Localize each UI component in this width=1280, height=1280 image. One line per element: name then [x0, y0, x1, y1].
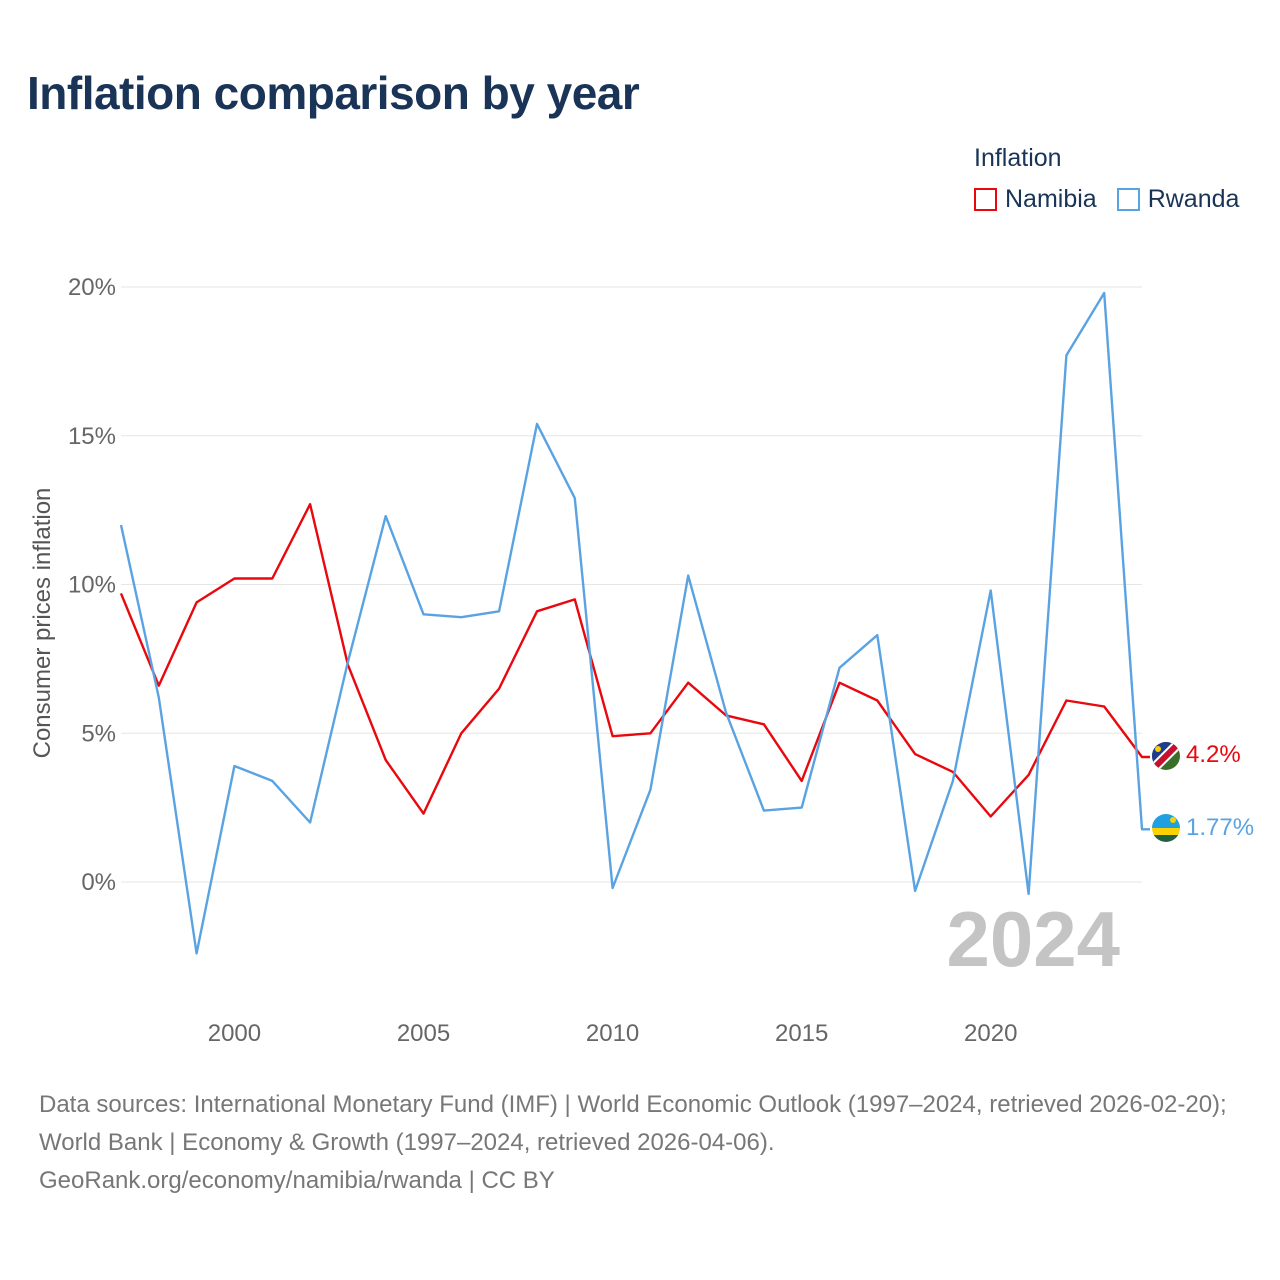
- x-tick-label: 2020: [964, 1020, 1017, 1047]
- namibia-flag-icon: [1152, 742, 1180, 770]
- y-tick-label: 15%: [68, 423, 116, 450]
- data-sources-note: Data sources: International Monetary Fun…: [39, 1086, 1249, 1200]
- legend-item-namibia[interactable]: Namibia: [974, 185, 1097, 214]
- end-label-rwanda: 1.77%: [1186, 814, 1254, 841]
- line-chart: 0% 5% 10% 15% 20% 2000 2005 2010 2015 2020 Consu…: [29, 274, 1254, 1047]
- y-axis-ticks: 0% 5% 10% 15% 20%: [68, 274, 116, 896]
- gridlines: [121, 286, 1142, 883]
- legend-swatch-rwanda: [1116, 188, 1140, 211]
- series-line-namibia[interactable]: [119, 503, 1150, 818]
- y-tick-label: 5%: [81, 720, 116, 747]
- x-tick-label: 2015: [775, 1020, 828, 1047]
- legend-label-rwanda: Rwanda: [1147, 185, 1240, 213]
- sources-text: Data sources: International Monetary Fun…: [39, 1091, 1227, 1156]
- end-label-namibia: 4.2%: [1186, 741, 1241, 768]
- legend-swatch-namibia: [974, 188, 997, 211]
- y-tick-label: 10%: [68, 572, 116, 599]
- series-lines: [119, 291, 1150, 955]
- x-axis-ticks: 2000 2005 2010 2015 2020: [208, 1020, 1018, 1047]
- x-tick-label: 2005: [397, 1020, 450, 1047]
- y-axis-label: Consumer prices inflation: [29, 488, 56, 759]
- series-line-rwanda[interactable]: [119, 291, 1150, 955]
- legend-item-rwanda[interactable]: Rwanda: [1116, 185, 1240, 214]
- y-tick-label: 20%: [68, 274, 116, 301]
- x-tick-label: 2010: [586, 1020, 639, 1047]
- legend-title: Inflation: [974, 144, 1062, 172]
- y-tick-label: 0%: [81, 869, 116, 896]
- legend: Inflation Namibia Rwanda: [974, 144, 1239, 214]
- attribution-link[interactable]: GeoRank.org/economy/namibia/rwanda | CC …: [39, 1167, 555, 1194]
- x-tick-label: 2000: [208, 1020, 261, 1047]
- legend-label-namibia: Namibia: [1005, 185, 1097, 213]
- rwanda-flag-icon: [1152, 814, 1180, 842]
- year-watermark: 2024: [946, 895, 1120, 983]
- chart-title: Inflation comparison by year: [27, 67, 640, 119]
